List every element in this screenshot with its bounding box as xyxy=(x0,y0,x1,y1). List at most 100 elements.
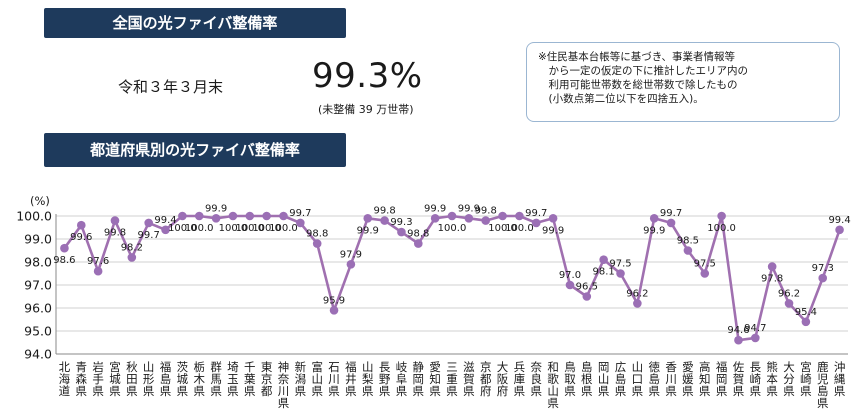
data-label: 99.6 xyxy=(70,232,92,243)
note-line: ※住民基本台帳等に基づき、事業者情報等 xyxy=(538,51,736,63)
x-category-label: 島根県 xyxy=(581,360,593,398)
data-point xyxy=(312,239,322,248)
data-label: 99.3 xyxy=(390,217,412,228)
data-label: 96.5 xyxy=(576,282,598,293)
y-tick-label: 100.0 xyxy=(16,209,52,224)
data-point xyxy=(178,211,187,221)
x-category-label: 愛知県 xyxy=(429,360,441,398)
data-label: 99.8 xyxy=(475,206,497,217)
data-label: 99.9 xyxy=(424,203,446,214)
as-of-date: 令和３年３月末 xyxy=(118,78,224,96)
x-category-label: 福岡県 xyxy=(716,360,728,398)
x-category-label: 福井県 xyxy=(345,360,357,398)
data-point xyxy=(60,243,69,253)
data-label: 97.3 xyxy=(812,263,834,274)
data-point xyxy=(734,335,743,345)
data-point xyxy=(413,239,423,248)
data-point xyxy=(76,220,86,230)
data-label: 100.0 xyxy=(505,223,534,234)
data-label: 97.6 xyxy=(87,256,109,267)
data-label: 97.0 xyxy=(559,270,581,281)
data-label: 100.0 xyxy=(438,223,467,234)
data-point xyxy=(498,211,507,221)
x-category-label: 広島県 xyxy=(615,360,627,398)
x-category-label: 京都府 xyxy=(480,360,492,398)
data-label: 97.5 xyxy=(694,259,716,270)
data-label: 98.2 xyxy=(121,242,143,253)
x-category-label: 滋賀県 xyxy=(463,360,475,398)
data-label: 98.8 xyxy=(407,229,429,240)
x-category-label: 山梨県 xyxy=(362,360,374,398)
data-point xyxy=(548,214,558,223)
data-point xyxy=(194,211,204,221)
x-category-label: 東京都 xyxy=(261,360,273,398)
data-label: 94.7 xyxy=(744,323,766,334)
data-point xyxy=(515,211,524,221)
series-line xyxy=(63,214,841,342)
data-point xyxy=(801,317,811,327)
data-point xyxy=(161,225,170,235)
national-rate-title: 全国の光ファイバ整備率 xyxy=(112,14,278,32)
y-tick-label: 95.0 xyxy=(24,324,52,339)
data-point xyxy=(329,306,339,315)
data-label: 99.7 xyxy=(138,230,160,241)
data-point xyxy=(616,269,625,278)
x-category-label: 大阪府 xyxy=(497,360,509,398)
note-text: ※住民基本台帳等に基づき、事業者情報等 から一定の仮定の下に推計したエリア内の … xyxy=(538,50,828,106)
y-tick-label: 98.0 xyxy=(24,255,52,270)
x-category-label: 岡山県 xyxy=(598,360,610,398)
y-unit-label: (%) xyxy=(30,194,50,208)
data-point xyxy=(751,333,760,343)
prefecture-rate-banner: 都道府県別の光ファイバ整備率 xyxy=(44,133,346,167)
x-category-label: 茨城県 xyxy=(177,360,189,398)
data-point xyxy=(211,214,221,223)
x-category-label: 山形県 xyxy=(143,360,155,398)
data-label: 99.7 xyxy=(660,208,682,219)
data-point xyxy=(110,216,120,225)
data-point xyxy=(144,218,153,228)
data-point xyxy=(245,211,255,221)
x-category-label: 福島県 xyxy=(160,360,172,398)
data-point xyxy=(818,273,828,283)
data-point xyxy=(346,260,356,269)
x-category-label: 愛媛県 xyxy=(682,360,694,398)
national-rate-banner: 全国の光ファイバ整備率 xyxy=(44,8,346,38)
data-point xyxy=(633,299,642,308)
data-label: 94.6 xyxy=(727,325,749,336)
data-label: 100.0 xyxy=(219,223,248,234)
data-label: 96.2 xyxy=(778,288,800,299)
x-category-label: 宮城県 xyxy=(109,360,121,398)
data-label: 99.9 xyxy=(458,203,480,214)
y-tick-label: 97.0 xyxy=(24,278,52,293)
x-category-label: 徳島県 xyxy=(648,360,660,398)
data-point xyxy=(565,280,575,290)
y-tick-label: 99.0 xyxy=(24,232,52,247)
data-label: 97.9 xyxy=(340,249,362,260)
x-category-label: 青森県 xyxy=(76,360,88,398)
data-point xyxy=(430,214,440,223)
note-line: 利用可能世帯数を総世帯数で除したもの xyxy=(538,79,738,91)
x-category-label: 鳥取県 xyxy=(564,360,576,398)
data-label: 99.8 xyxy=(373,206,395,217)
x-category-label: 長野県 xyxy=(379,360,391,398)
note-line: から一定の仮定の下に推計したエリア内の xyxy=(538,65,748,77)
x-category-label: 鹿児島県 xyxy=(817,360,829,410)
data-point xyxy=(262,211,271,221)
data-point xyxy=(582,292,592,301)
data-point xyxy=(447,211,457,221)
x-category-label: 栃木県 xyxy=(193,360,205,398)
x-category-label: 岩手県 xyxy=(92,360,104,398)
data-point xyxy=(93,266,103,276)
data-label: 99.8 xyxy=(104,228,126,239)
data-point xyxy=(363,214,373,223)
data-point xyxy=(717,211,726,221)
data-point xyxy=(127,253,137,262)
data-label: 98.8 xyxy=(306,229,328,240)
note-line: (小数点第二位以下を四捨五入)。 xyxy=(538,93,704,105)
data-label: 98.6 xyxy=(53,255,75,266)
x-category-label: 埼玉県 xyxy=(227,360,239,398)
data-point xyxy=(599,255,608,264)
data-point xyxy=(296,218,305,228)
note-box xyxy=(526,42,840,122)
x-category-label: 北海道 xyxy=(59,360,71,398)
